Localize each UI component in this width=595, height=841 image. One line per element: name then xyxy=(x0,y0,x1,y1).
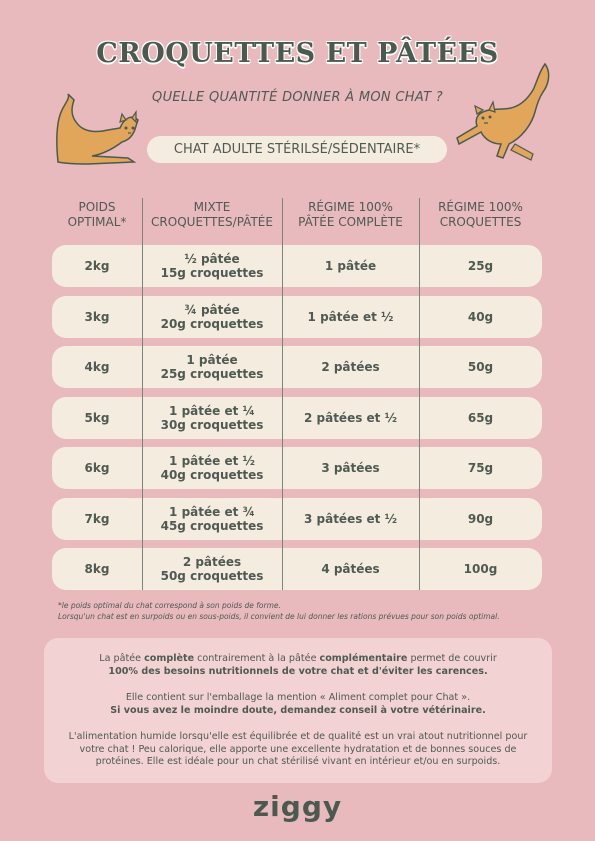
table-row: 8kg 2 pâtées 50g croquettes 4 pâtées 100g xyxy=(52,548,542,590)
table-row: 6kg 1 pâtée et ½ 40g croquettes 3 pâtées … xyxy=(52,447,542,489)
table-row: 4kg 1 pâtée 25g croquettes 2 pâtées 50g xyxy=(52,346,542,388)
mixed-cell: 1 pâtée et ½ 40g croquettes xyxy=(160,454,264,482)
info-paragraph-2: Elle contient sur l'emballage la mention… xyxy=(110,692,486,716)
weight-cell: 6kg xyxy=(84,461,110,475)
column-divider xyxy=(282,198,283,590)
table-row: 7kg 1 pâtée et ¾ 45g croquettes 3 pâtées … xyxy=(52,498,542,540)
column-divider xyxy=(419,198,420,590)
info-paragraph-3: L'alimentation humide lorsqu'elle est éq… xyxy=(68,731,528,767)
croquettes-cell: 100g xyxy=(463,562,498,576)
mixed-cell: ½ pâtée 15g croquettes xyxy=(160,252,264,280)
column-divider xyxy=(142,198,143,590)
footnote: *le poids optimal du chat correspond à s… xyxy=(58,601,500,621)
jumping-cat-illustration xyxy=(456,62,550,161)
brand-logo: ziggy xyxy=(252,790,343,823)
pate-cell: 2 pâtées xyxy=(321,360,380,374)
header-mixed: MIXTE CROQUETTES/PÂTÉE xyxy=(151,200,273,229)
pate-cell: 2 pâtées et ½ xyxy=(303,411,398,425)
cat-category-label: CHAT ADULTE STÉRILSÉ/SÉDENTAIRE* xyxy=(147,136,447,163)
header-weight: POIDS OPTIMAL* xyxy=(67,200,127,229)
page-subtitle: QUELLE QUANTITÉ DONNER À MON CHAT ? xyxy=(152,90,443,105)
weight-cell: 7kg xyxy=(84,512,110,526)
pate-cell: 3 pâtées et ½ xyxy=(303,512,398,526)
pate-cell: 3 pâtées xyxy=(321,461,380,475)
table-row: 2kg ½ pâtée 15g croquettes 1 pâtée 25g xyxy=(52,245,542,287)
page-title: CROQUETTES ET PÂTÉES xyxy=(96,38,499,69)
header-pate: RÉGIME 100% PÂTÉE COMPLÈTE xyxy=(298,200,403,229)
weight-cell: 4kg xyxy=(84,360,110,374)
weight-cell: 2kg xyxy=(84,259,110,273)
croquettes-cell: 25g xyxy=(467,259,494,273)
weight-cell: 3kg xyxy=(84,310,110,324)
croquettes-cell: 75g xyxy=(467,461,494,475)
croquettes-cell: 90g xyxy=(467,512,494,526)
header-croquettes: RÉGIME 100% CROQUETTES xyxy=(438,200,523,229)
mixed-cell: 1 pâtée 25g croquettes xyxy=(160,353,264,381)
pate-cell: 1 pâtée xyxy=(324,259,377,273)
pate-cell: 4 pâtées xyxy=(321,562,380,576)
weight-cell: 8kg xyxy=(84,562,110,576)
mixed-cell: 1 pâtée et ¼ 30g croquettes xyxy=(160,404,264,432)
mixed-cell: 2 pâtées 50g croquettes xyxy=(160,555,264,583)
pate-cell: 1 pâtée et ½ xyxy=(307,310,394,324)
mixed-cell: ¾ pâtée 20g croquettes xyxy=(160,303,264,331)
croquettes-cell: 40g xyxy=(467,310,494,324)
croquettes-cell: 50g xyxy=(467,360,494,374)
table-row: 5kg 1 pâtée et ¼ 30g croquettes 2 pâtées … xyxy=(52,397,542,439)
info-box: La pâtée complète contrairement à la pât… xyxy=(44,638,552,783)
table-row: 3kg ¾ pâtée 20g croquettes 1 pâtée et ½ 4… xyxy=(52,296,542,338)
info-paragraph-1: La pâtée complète contrairement à la pât… xyxy=(99,653,497,677)
stretching-cat-illustration xyxy=(56,93,139,165)
weight-cell: 5kg xyxy=(84,411,110,425)
mixed-cell: 1 pâtée et ¾ 45g croquettes xyxy=(160,505,264,533)
croquettes-cell: 65g xyxy=(467,411,494,425)
